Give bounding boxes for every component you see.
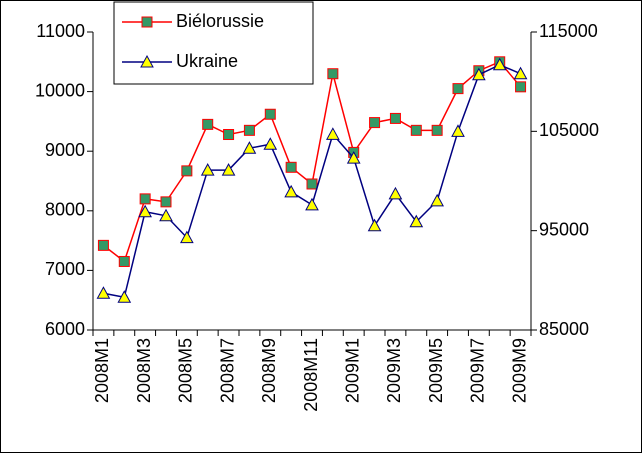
data-point xyxy=(388,186,403,200)
data-point xyxy=(410,124,422,136)
y2-tick-label: 95000 xyxy=(539,219,589,239)
y-tick-label: 7000 xyxy=(45,259,85,279)
data-point xyxy=(306,178,318,190)
data-point xyxy=(97,239,109,251)
y-tick-label: 8000 xyxy=(45,200,85,220)
y-tick-label: 11000 xyxy=(36,21,85,41)
data-point xyxy=(409,214,424,228)
data-point xyxy=(223,129,235,141)
data-point xyxy=(284,184,298,198)
y2-tick-label: 85000 xyxy=(539,319,589,339)
data-point xyxy=(472,67,486,81)
x-tick-label: 2008M3 xyxy=(134,338,154,403)
y2-tick-label: 105000 xyxy=(539,120,599,140)
data-point xyxy=(431,124,443,136)
data-point xyxy=(389,112,401,124)
data-point xyxy=(285,161,297,173)
legend-label: Ukraine xyxy=(176,51,238,71)
data-point xyxy=(117,290,132,303)
data-point xyxy=(138,204,152,218)
data-point xyxy=(492,57,507,71)
data-point xyxy=(118,255,130,267)
data-point xyxy=(367,218,382,232)
data-point xyxy=(264,108,276,120)
data-point xyxy=(200,163,215,176)
legend-marker xyxy=(141,16,153,28)
data-point xyxy=(243,124,255,136)
legend-label: Biélorussie xyxy=(176,11,264,31)
data-point xyxy=(369,117,381,129)
x-tick-label: 2009M7 xyxy=(468,338,488,403)
data-point xyxy=(139,193,151,205)
data-point xyxy=(346,151,361,164)
y-tick-label: 9000 xyxy=(45,140,85,160)
data-point xyxy=(451,124,465,137)
data-point xyxy=(513,66,528,80)
x-tick-label: 2008M1 xyxy=(92,338,112,403)
data-point xyxy=(180,230,194,244)
legend-marker xyxy=(140,54,154,68)
y-tick-label: 10000 xyxy=(35,80,85,100)
data-point xyxy=(430,193,444,207)
legend-box xyxy=(113,1,314,85)
data-point xyxy=(452,83,464,95)
data-point xyxy=(202,118,214,130)
y-tick-label: 6000 xyxy=(45,319,85,339)
data-point xyxy=(181,165,193,177)
y2-tick-label: 115000 xyxy=(539,21,598,41)
x-tick-label: 2009M5 xyxy=(426,338,446,403)
x-tick-label: 2009M3 xyxy=(384,338,404,403)
data-point xyxy=(221,163,236,176)
x-tick-label: 2008M9 xyxy=(259,338,279,403)
data-point xyxy=(326,127,340,140)
x-tick-label: 2009M1 xyxy=(342,338,362,403)
data-point xyxy=(327,68,339,80)
data-point xyxy=(242,141,257,154)
data-point xyxy=(515,81,527,93)
x-tick-label: 2008M11 xyxy=(301,338,321,412)
data-point xyxy=(263,137,278,150)
x-tick-label: 2008M7 xyxy=(217,338,237,403)
x-tick-label: 2008M5 xyxy=(176,338,196,403)
data-point xyxy=(160,196,172,208)
x-tick-label: 2009M9 xyxy=(509,338,529,403)
data-point xyxy=(159,208,173,222)
data-point xyxy=(305,197,319,211)
data-point xyxy=(96,286,111,299)
